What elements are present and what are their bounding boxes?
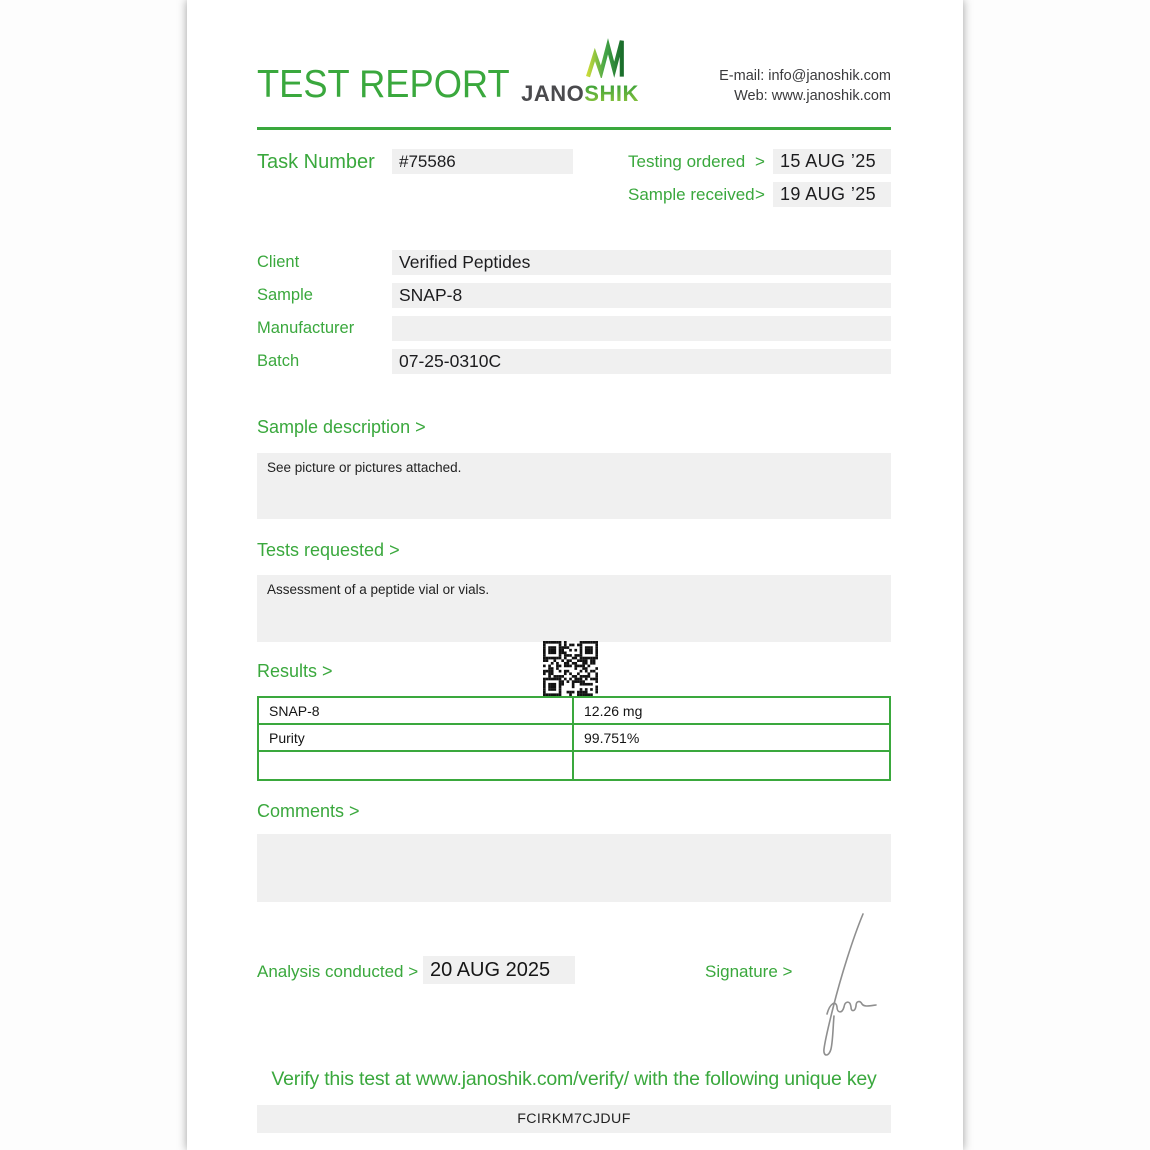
web-label: Web: bbox=[734, 88, 768, 104]
sample-received-date: 19 AUG ’25 bbox=[773, 182, 891, 207]
result-row-name: Purity bbox=[259, 725, 574, 752]
comments-box bbox=[257, 834, 891, 902]
logo-jano: JANO bbox=[521, 81, 584, 106]
testing-ordered-date: 15 AUG ’25 bbox=[773, 149, 891, 174]
tests-requested-label: Tests requested > bbox=[257, 540, 400, 560]
comments-label: Comments > bbox=[257, 801, 360, 821]
results-label: Results > bbox=[257, 661, 333, 681]
result-row-name bbox=[259, 752, 574, 779]
email-label: E-mail: bbox=[719, 68, 765, 84]
result-row-value: 99.751% bbox=[574, 725, 889, 752]
logo-chart-icon bbox=[586, 38, 624, 78]
sample-label: Sample bbox=[257, 286, 313, 304]
header-divider bbox=[257, 127, 891, 130]
logo-shik: SHIK bbox=[584, 81, 639, 106]
manufacturer-label: Manufacturer bbox=[257, 319, 355, 337]
result-row-value bbox=[574, 752, 889, 779]
task-number-value: #75586 bbox=[392, 149, 573, 174]
signature-label: Signature > bbox=[705, 962, 793, 981]
contact-block: E-mail: info@janoshik.com Web: www.janos… bbox=[719, 66, 891, 106]
svg-text:JANOSHIK: JANOSHIK bbox=[521, 81, 639, 106]
batch-label: Batch bbox=[257, 352, 300, 370]
web-value: www.janoshik.com bbox=[771, 88, 891, 104]
result-row-name: SNAP-8 bbox=[259, 698, 574, 725]
results-table: SNAP-8 12.26 mg Purity 99.751% bbox=[257, 696, 891, 781]
contact-web-line: Web: www.janoshik.com bbox=[719, 86, 891, 106]
testing-ordered-arrow-icon: > bbox=[755, 152, 765, 171]
verify-key: FCIRKM7CJDUF bbox=[257, 1105, 891, 1133]
testing-ordered-label: Testing ordered bbox=[628, 152, 746, 171]
client-value: Verified Peptides bbox=[392, 250, 891, 275]
manufacturer-value bbox=[392, 316, 891, 341]
logo-text: JANOSHIK bbox=[521, 81, 639, 106]
task-number-label: Task Number bbox=[257, 151, 375, 173]
sample-value: SNAP-8 bbox=[392, 283, 891, 308]
report-page: TEST REPORT JANOSHIK E-ma bbox=[187, 0, 963, 1150]
page-title: TEST REPORT bbox=[257, 63, 510, 106]
qr-code bbox=[543, 641, 598, 696]
result-row-value: 12.26 mg bbox=[574, 698, 889, 725]
tests-requested-box: Assessment of a peptide vial or vials. bbox=[257, 575, 891, 642]
contact-email-line: E-mail: info@janoshik.com bbox=[719, 66, 891, 86]
email-value: info@janoshik.com bbox=[768, 68, 891, 84]
sample-description-box: See picture or pictures attached. bbox=[257, 453, 891, 519]
batch-value: 07-25-0310C bbox=[392, 349, 891, 374]
analysis-date: 20 AUG 2025 bbox=[423, 956, 575, 984]
sample-description-label: Sample description > bbox=[257, 417, 426, 437]
sample-received-label: Sample received bbox=[628, 185, 755, 204]
sample-received-arrow-icon: > bbox=[755, 185, 765, 204]
analysis-conducted-label: Analysis conducted > bbox=[257, 962, 419, 981]
verify-text: Verify this test at www.janoshik.com/ver… bbox=[271, 1068, 877, 1090]
signature-image bbox=[823, 913, 877, 1056]
client-label: Client bbox=[257, 253, 300, 271]
